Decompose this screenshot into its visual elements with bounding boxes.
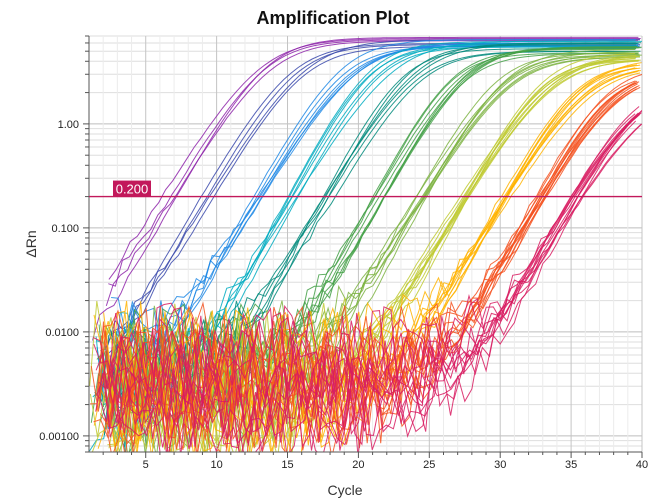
threshold-label-box — [113, 180, 151, 197]
x-tick-label: 5 — [143, 459, 149, 471]
amplification-curve — [96, 40, 636, 397]
amplification-curve — [95, 112, 642, 452]
x-tick-label: 10 — [210, 459, 222, 471]
amplification-curve — [92, 106, 640, 405]
amplification-curve — [109, 110, 642, 445]
x-tick-label: 15 — [281, 459, 293, 471]
amplification-curve — [99, 112, 639, 446]
amplification-curve — [109, 110, 642, 407]
amplification-curve — [98, 82, 638, 430]
x-tick-label: 25 — [423, 459, 435, 471]
amplification-curve — [96, 120, 637, 452]
y-axis-label: ΔRn — [23, 230, 39, 257]
amplification-curve — [104, 56, 637, 403]
x-tick-label: 40 — [636, 459, 648, 471]
y-tick-label: 0.100 — [51, 223, 79, 235]
amplification-curve — [107, 39, 640, 346]
threshold[interactable]: 0.200 — [89, 180, 642, 198]
threshold-label: 0.200 — [116, 182, 149, 197]
amplification-curve — [92, 36, 639, 341]
x-tick-label: 35 — [565, 459, 577, 471]
amplification-curves — [89, 36, 642, 452]
axes: 0.00100 0.0100 0.100 1.00 5 10 15 20 25 30 35 40 — [39, 35, 648, 471]
amplification-curve — [108, 38, 641, 280]
y-tick-label: 0.00100 — [39, 431, 79, 443]
amplification-curve — [96, 39, 636, 400]
y-tick-label: 0.0100 — [45, 327, 79, 339]
y-tick-label: 1.00 — [58, 119, 79, 131]
x-tick-label: 20 — [352, 459, 364, 471]
chart-title: Amplification Plot — [257, 8, 410, 28]
amplification-curve — [97, 64, 638, 405]
amplification-curve — [96, 80, 636, 405]
x-tick-label: 30 — [494, 459, 506, 471]
x-axis-label: Cycle — [327, 482, 362, 498]
amplification-curve — [99, 43, 639, 359]
amplification-curve — [111, 45, 636, 350]
